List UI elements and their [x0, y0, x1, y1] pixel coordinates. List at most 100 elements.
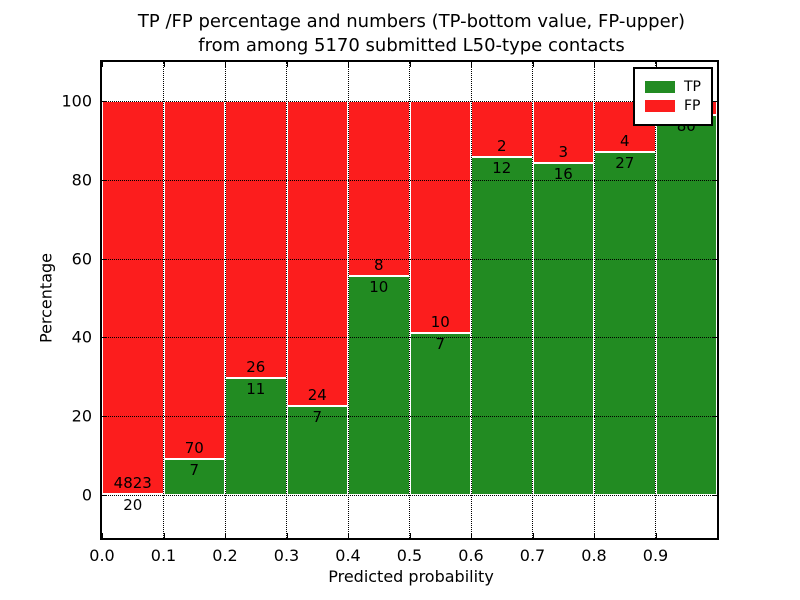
fp-count-label: 26 — [246, 358, 266, 377]
x-tick-mark — [594, 62, 595, 67]
y-tick-label: 40 — [71, 327, 92, 347]
legend-label-tp: TP — [684, 79, 701, 95]
y-tick-mark — [102, 337, 107, 339]
y-tick-label: 80 — [71, 170, 92, 190]
fp-bar-segment — [409, 100, 471, 333]
legend-label-fp: FP — [684, 98, 701, 114]
tp-bar-segment — [286, 406, 348, 496]
y-tick-mark — [712, 100, 717, 102]
tp-count-label: 7 — [312, 408, 323, 427]
x-tick-mark — [532, 533, 534, 538]
fp-bar-segment — [225, 100, 287, 379]
chart-title-line1: TP /FP percentage and numbers (TP-bottom… — [137, 11, 686, 32]
x-tick-label: 0.3 — [273, 546, 300, 565]
y-tick-mark — [102, 100, 107, 102]
vertical-gridline — [409, 62, 410, 538]
y-tick-label: 20 — [71, 406, 92, 426]
x-tick-mark — [225, 62, 226, 67]
y-tick-mark — [102, 495, 107, 497]
x-tick-label: 0.6 — [458, 546, 484, 565]
tp-bar-segment — [594, 151, 656, 496]
fp-count-label: 4 — [619, 131, 630, 150]
horizontal-gridline — [102, 495, 717, 497]
x-tick-mark — [163, 533, 165, 538]
y-axis-label: Percentage — [36, 252, 56, 344]
y-tick-mark — [712, 416, 717, 418]
tp-bar-segment — [655, 114, 717, 496]
y-tick-label: 100 — [61, 91, 92, 111]
tp-count-label: 27 — [615, 153, 635, 172]
fp-count-label: 4823 — [113, 473, 152, 492]
horizontal-gridline — [102, 100, 717, 102]
tp-count-label: 7 — [435, 334, 446, 353]
horizontal-gridline — [102, 337, 717, 339]
fp-count-label: 2 — [496, 137, 507, 156]
tp-bar-segment — [471, 157, 533, 496]
x-tick-mark — [225, 533, 226, 538]
x-tick-mark — [532, 62, 534, 67]
fp-count-label: 8 — [373, 256, 384, 275]
fp-color-swatch-icon — [645, 100, 675, 112]
tp-color-swatch-icon — [645, 81, 675, 93]
x-tick-mark — [102, 62, 103, 67]
x-tick-mark — [286, 533, 288, 538]
y-tick-mark — [712, 258, 717, 260]
y-tick-mark — [102, 179, 107, 181]
fp-count-label: 3 — [558, 143, 569, 161]
x-tick-label: 0.9 — [642, 546, 669, 565]
tp-bar-segment — [409, 332, 471, 496]
fp-count-label: 70 — [184, 439, 204, 458]
fp-bar-segment — [163, 100, 225, 460]
y-tick-mark — [102, 416, 107, 418]
tp-count-label: 10 — [369, 278, 389, 297]
x-tick-mark — [348, 62, 349, 67]
legend-item-fp: FP — [645, 98, 701, 114]
x-tick-label: 0.2 — [212, 546, 238, 565]
fp-bar-segment — [532, 100, 594, 163]
vertical-gridline — [286, 62, 287, 538]
tp-bar-segment — [532, 163, 594, 496]
x-tick-mark — [163, 62, 165, 67]
x-tick-mark — [655, 533, 657, 538]
plot-area: 4823207072611247810107212316427380 TP FP — [100, 60, 719, 540]
fp-bar-segment — [102, 100, 164, 494]
vertical-gridline — [655, 62, 656, 538]
x-tick-mark — [286, 62, 288, 67]
horizontal-gridline — [102, 179, 717, 181]
chart-title: TP /FP percentage and numbers (TP-bottom… — [100, 10, 723, 58]
vertical-gridline — [470, 62, 472, 538]
x-tick-mark — [348, 533, 349, 538]
vertical-gridline — [163, 62, 164, 538]
y-tick-mark — [712, 337, 717, 339]
y-tick-label: 60 — [71, 249, 92, 269]
x-tick-mark — [409, 533, 411, 538]
vertical-gridline — [532, 62, 533, 538]
fp-count-label: 24 — [307, 386, 327, 405]
tp-count-label: 12 — [492, 159, 512, 178]
legend-item-tp: TP — [645, 79, 701, 95]
x-tick-label: 0.4 — [335, 546, 361, 565]
x-tick-mark — [594, 533, 595, 538]
x-axis-label: Predicted probability — [328, 567, 494, 586]
tp-count-label: 7 — [189, 461, 200, 480]
chart-title-line2: from among 5170 submitted L50-type conta… — [198, 35, 625, 56]
horizontal-gridline — [102, 416, 717, 418]
fp-bar-segment — [348, 100, 410, 277]
y-tick-mark — [102, 258, 107, 260]
vertical-gridline — [593, 62, 595, 538]
x-tick-label: 0.7 — [519, 546, 546, 565]
tp-count-label: 20 — [123, 495, 143, 514]
x-tick-mark — [471, 533, 472, 538]
legend: TP FP — [633, 67, 713, 126]
y-tick-mark — [712, 495, 717, 497]
tp-count-label: 11 — [246, 380, 266, 399]
y-tick-label: 0 — [81, 485, 92, 505]
fp-count-label: 10 — [430, 312, 450, 331]
x-tick-mark — [409, 62, 411, 67]
x-tick-label: 0.5 — [396, 546, 423, 565]
x-tick-mark — [655, 62, 657, 67]
x-tick-label: 0.0 — [89, 546, 115, 565]
y-tick-mark — [712, 179, 717, 181]
vertical-gridline — [347, 62, 349, 538]
